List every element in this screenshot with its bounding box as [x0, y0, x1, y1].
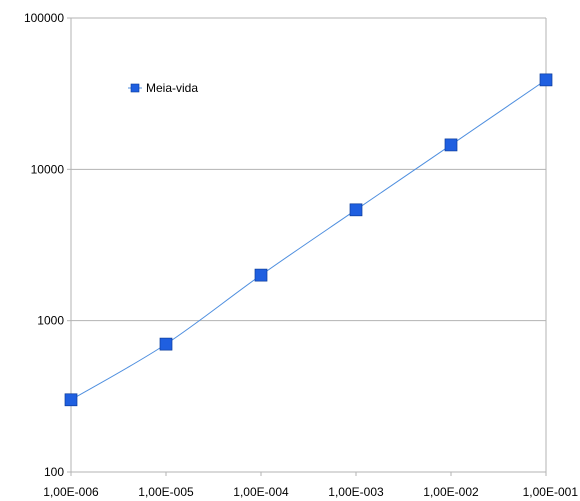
data-point-marker [254, 268, 268, 282]
data-point-marker [159, 337, 173, 351]
legend-marker-swatch [130, 83, 140, 93]
y-tick-labels: 100 1000 10000 100000 [24, 11, 64, 479]
data-point-marker [539, 73, 553, 87]
data-point-marker [64, 393, 78, 407]
data-point-marker [349, 203, 363, 217]
x-tick-label: 1,00E-005 [138, 485, 194, 499]
legend-label-meia-vida: Meia-vida [146, 81, 198, 95]
x-tick-label: 1,00E-004 [233, 485, 289, 499]
x-tick-labels: 1,00E-006 1,00E-005 1,00E-004 1,00E-003 1,00… [43, 485, 578, 499]
y-tick-label: 10000 [31, 162, 65, 176]
legend: Meia-vida [128, 81, 198, 95]
y-tick-label: 100000 [24, 11, 64, 25]
data-point-marker [444, 138, 458, 152]
series-meia-vida [64, 73, 553, 407]
x-tick-label: 1,00E-003 [328, 485, 384, 499]
x-tick-label: 1,00E-001 [523, 485, 579, 499]
grid-lines [71, 17, 546, 322]
series-line [70, 79, 547, 401]
x-tick-label: 1,00E-006 [43, 485, 99, 499]
y-tick-label: 100 [44, 465, 64, 479]
x-tick-label: 1,00E-002 [423, 485, 479, 499]
y-tick-label: 1000 [37, 314, 64, 328]
